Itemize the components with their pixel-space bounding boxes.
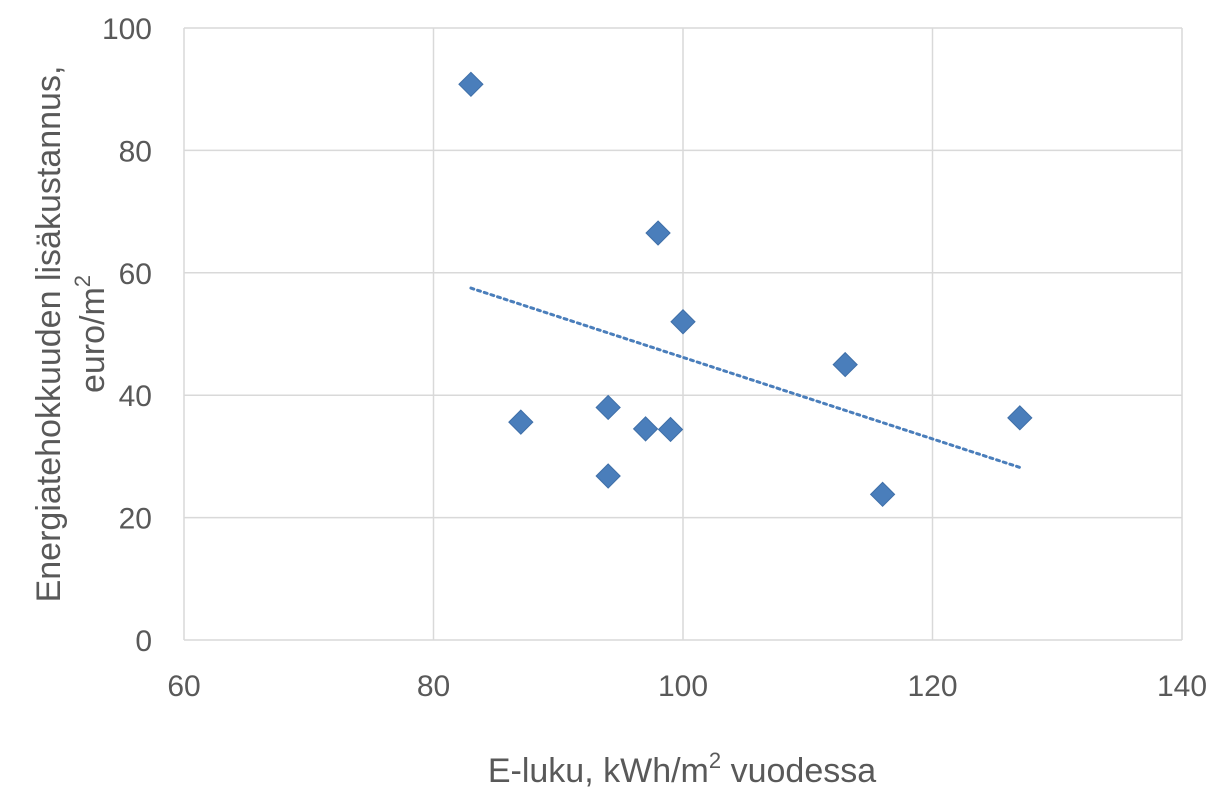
data-point xyxy=(670,309,696,335)
data-point xyxy=(595,463,621,489)
x-axis-title-suffix: vuodessa xyxy=(721,752,876,790)
data-point xyxy=(458,71,484,98)
data-point xyxy=(832,351,858,378)
data-point xyxy=(632,416,659,442)
y-tick-label: 40 xyxy=(119,380,152,413)
y-tick-labels: 0 20 40 60 80 100 xyxy=(102,13,152,658)
data-point xyxy=(1007,405,1033,431)
data-point xyxy=(657,416,684,443)
x-tick-label: 140 xyxy=(1157,670,1207,703)
x-tick-labels: 60 80 100 120 140 xyxy=(167,670,1207,703)
data-point xyxy=(595,394,621,421)
data-point xyxy=(508,409,534,435)
trendline-group xyxy=(469,286,1022,469)
y-axis-title-line1: Energiatehokkuuden lisäkustannus, xyxy=(30,66,68,603)
x-tick-label: 60 xyxy=(167,670,200,703)
x-axis-title: E-luku, kWh/m2 vuodessa xyxy=(488,748,876,790)
trendline xyxy=(469,286,1022,469)
data-point xyxy=(645,220,671,246)
y-tick-label: 100 xyxy=(102,13,152,46)
x-axis-title-superscript: 2 xyxy=(709,748,721,773)
x-tick-label: 120 xyxy=(907,670,957,703)
y-axis-title-superscript: 2 xyxy=(70,275,95,287)
y-tick-label: 80 xyxy=(119,135,152,168)
y-tick-label: 60 xyxy=(119,258,152,291)
y-axis-title-line2-main: euro/m xyxy=(74,287,112,393)
data-point xyxy=(869,481,896,508)
x-axis-title-main: E-luku, kWh/m xyxy=(488,752,709,790)
y-axis-title-line2: euro/m2 xyxy=(70,275,112,393)
x-tick-label: 80 xyxy=(417,670,450,703)
y-tick-label: 20 xyxy=(119,503,152,536)
x-tick-label: 100 xyxy=(658,670,708,703)
y-tick-label: 0 xyxy=(135,625,152,658)
y-axis-title: Energiatehokkuuden lisäkustannus, euro/m… xyxy=(30,66,112,603)
data-points xyxy=(458,71,1033,508)
gridlines xyxy=(183,27,1183,641)
